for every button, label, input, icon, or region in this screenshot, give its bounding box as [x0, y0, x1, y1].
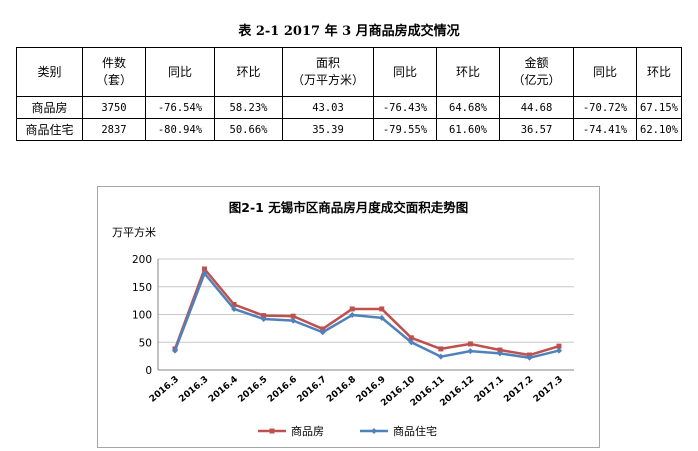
table-cell: 44.68: [499, 96, 574, 119]
data-point: [526, 354, 533, 361]
table-header-cell: 同比: [145, 47, 215, 97]
y-tick-label: 100: [132, 310, 152, 322]
table-header-cell: 环比: [214, 47, 283, 97]
x-tick-label: 2017.2: [502, 375, 535, 405]
line-chart: 0501001502002016.32016.32016.42016.52016…: [132, 254, 574, 438]
header-text: 同比: [392, 64, 417, 79]
table-cell: 58.23%: [214, 96, 283, 119]
y-tick-label: 150: [132, 282, 152, 294]
series-line-2: [173, 272, 560, 360]
data-point: [379, 306, 385, 312]
x-tick-label: 2016.3: [177, 375, 210, 405]
table-row: 商品房 3750 -76.54% 58.23% 43.03 -76.43% 64.68% 44…: [16, 96, 682, 119]
data-point: [556, 347, 562, 354]
table-cell: 35.39: [282, 118, 374, 141]
table-cell: -76.54%: [145, 96, 215, 119]
data-point: [438, 346, 444, 352]
table-cell: 61.60%: [436, 118, 500, 141]
header-text: 面积: [315, 56, 340, 70]
chart-container: 图2-1 无锡市区商品房月度成交面积走势图 万平方米 0 50 100 150 200 2…: [97, 186, 600, 448]
legend-marker: [269, 428, 275, 434]
table-cell: 43.03: [282, 96, 374, 119]
data-point: [231, 305, 238, 312]
x-tick-label: 2017.3: [532, 375, 565, 405]
y-tick-label: 0: [145, 365, 152, 377]
table-header-cell: 环比: [436, 47, 500, 97]
data-point: [261, 313, 267, 319]
y-tick-label: 50: [139, 337, 152, 349]
row-category-cell: 商品住宅: [16, 118, 83, 141]
data-point: [202, 266, 208, 272]
table-cell: 62.10%: [636, 118, 682, 141]
table-cell: 67.15%: [636, 96, 682, 119]
transaction-table: 类别 件数 （套） 同比 环比 面积 （万平方米） 同比 环比 金额 （亿元） 同比 环比 商品房 375…: [16, 47, 682, 141]
x-tick-label: 2016.8: [325, 375, 358, 405]
header-text: 环比: [236, 64, 261, 79]
table-header-cell: 同比: [573, 47, 637, 97]
header-text: 金额: [524, 56, 549, 70]
data-point: [349, 306, 355, 312]
x-tick-label: 2016.3: [148, 375, 181, 405]
header-text: 同比: [167, 64, 192, 79]
table-header-row: 类别 件数 （套） 同比 环比 面积 （万平方米） 同比 环比 金额 （亿元） 同比 环比: [16, 47, 682, 97]
data-point: [319, 329, 326, 336]
table-cell: 2837: [82, 118, 146, 141]
table-header-cell: 件数 （套）: [82, 47, 146, 97]
x-tick-label: 2016.7: [296, 375, 329, 405]
header-text: 环比: [646, 64, 671, 79]
data-point: [378, 314, 385, 321]
data-point: [201, 270, 208, 277]
header-text: （万平方米）: [291, 73, 364, 87]
y-axis-unit-label: 万平方米: [112, 226, 156, 239]
header-text: 同比: [592, 64, 617, 79]
data-point: [556, 343, 562, 349]
table-cell: 36.57: [499, 118, 574, 141]
x-tick-label: 2017.1: [473, 375, 506, 405]
x-tick-label: 2016.4: [207, 375, 240, 405]
data-point: [408, 339, 415, 346]
data-point: [496, 350, 503, 357]
table-header-cell: 金额 （亿元）: [499, 47, 574, 97]
header-text: （亿元）: [512, 73, 561, 87]
table-header-cell: 环比: [636, 47, 682, 97]
data-point: [467, 341, 473, 347]
table-cell: -79.55%: [373, 118, 437, 141]
data-point: [290, 317, 297, 324]
header-text: 件数: [101, 56, 126, 70]
data-point: [231, 302, 237, 308]
legend-label: 商品住宅: [393, 424, 437, 438]
data-point: [467, 348, 474, 355]
table-cell: -76.43%: [373, 96, 437, 119]
legend-marker: [371, 428, 377, 434]
header-text: 类别: [37, 64, 62, 79]
data-point: [290, 313, 296, 319]
series-line-1: [173, 267, 560, 357]
x-tick-label: 2016.5: [237, 375, 270, 405]
table-row: 商品住宅 2837 -80.94% 50.66% 35.39 -79.55% 61.60% 3…: [16, 118, 682, 141]
table-cell: -80.94%: [145, 118, 215, 141]
row-category-cell: 商品房: [16, 96, 83, 119]
header-text: （套）: [95, 73, 132, 87]
table-header-cell: 类别: [16, 47, 83, 97]
table-cell: 50.66%: [214, 118, 283, 141]
table-header-cell: 同比: [373, 47, 437, 97]
y-tick-label: 200: [132, 254, 152, 266]
legend-label: 商品房: [291, 424, 324, 438]
data-point: [497, 347, 503, 353]
data-point: [437, 353, 444, 360]
data-point: [172, 347, 178, 354]
table-cell: -70.72%: [573, 96, 637, 119]
data-point: [408, 335, 414, 341]
data-point: [349, 312, 356, 319]
table-cell: 3750: [82, 96, 146, 119]
table-title: 表 2-1 2017 年 3 月商品房成交情况: [238, 24, 460, 39]
header-text: 环比: [455, 64, 480, 79]
table-cell: 64.68%: [436, 96, 500, 119]
x-tick-label: 2016.6: [266, 375, 299, 405]
data-point: [260, 315, 267, 322]
data-point: [320, 326, 326, 332]
table-header-cell: 面积 （万平方米）: [282, 47, 374, 97]
chart-title: 图2-1 无锡市区商品房月度成交面积走势图: [228, 200, 469, 215]
table-cell: -74.41%: [573, 118, 637, 141]
